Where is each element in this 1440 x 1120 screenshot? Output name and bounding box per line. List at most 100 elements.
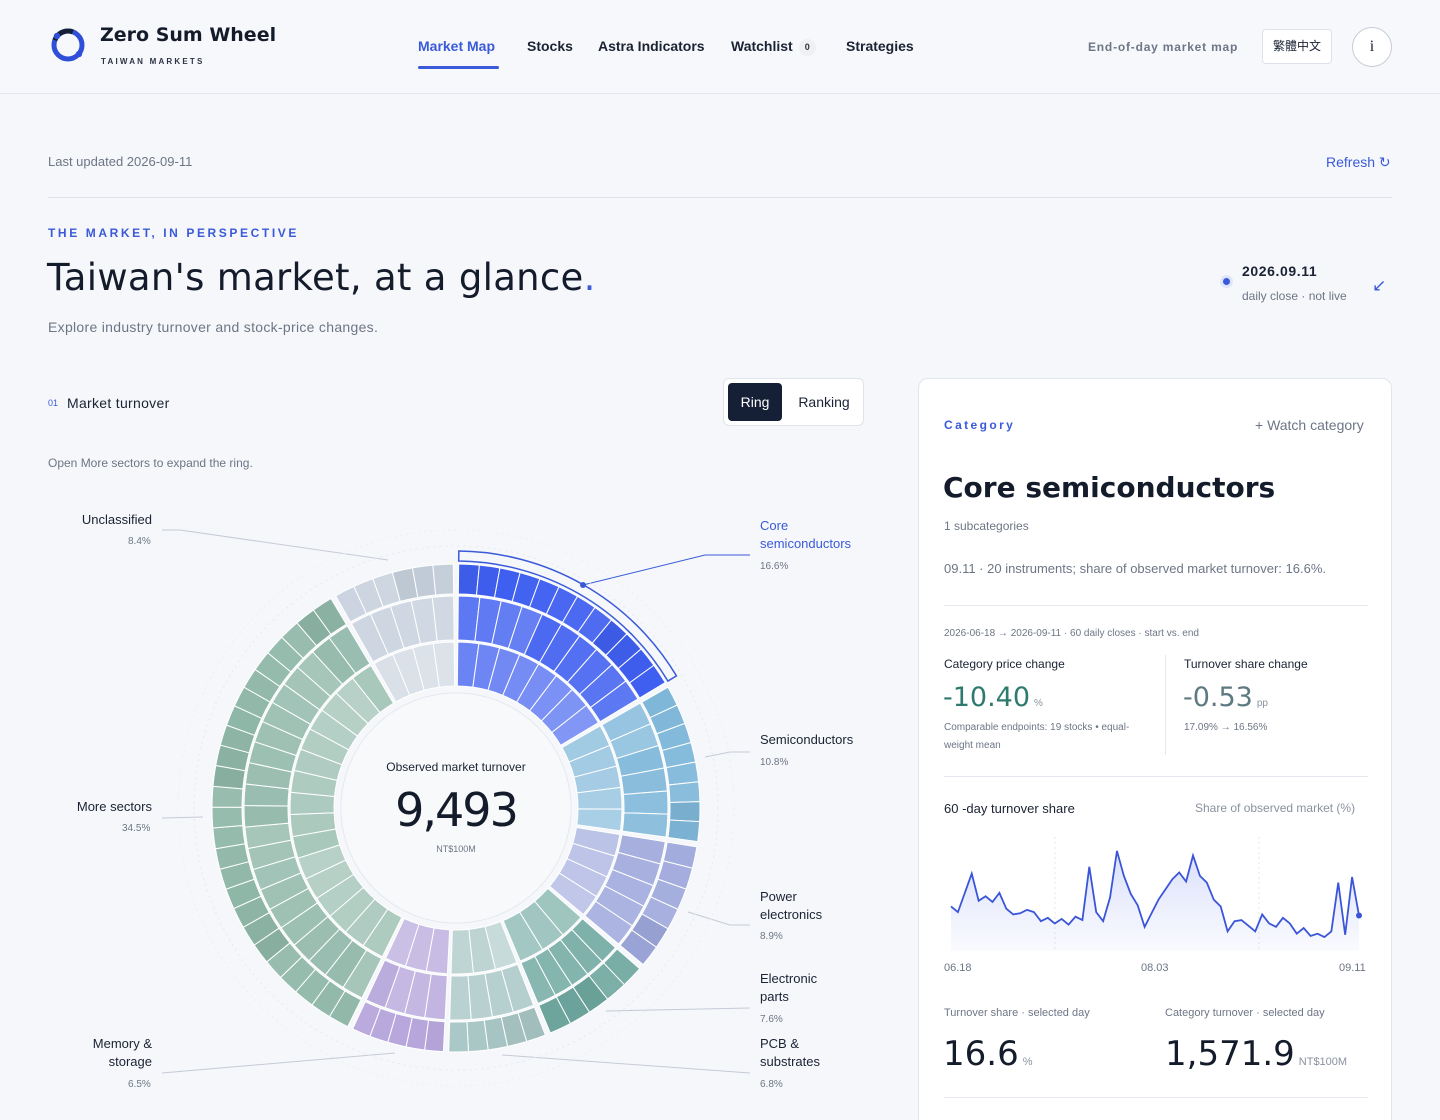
pct-electronic-parts: 7.6%	[760, 1014, 783, 1025]
last-updated-text: Last updated 2026-09-11	[48, 154, 193, 169]
ring-segment	[432, 641, 456, 688]
page-title-text: Taiwan's market, at a glance	[47, 256, 584, 299]
center-value: 9,493	[395, 783, 517, 837]
ring-segment	[466, 1019, 489, 1053]
ring-segment	[384, 917, 420, 967]
nav-watchlist-label: Watchlist	[731, 38, 793, 54]
price-change-label: Category price change	[944, 657, 1065, 671]
panel-subcategories: 1 subcategories	[944, 519, 1029, 533]
metric-divider	[1165, 655, 1166, 755]
selected-turnover-unit: NT$100M	[1298, 1056, 1348, 1068]
label-semiconductors[interactable]: Semiconductors	[760, 732, 854, 747]
x-tick-mid: 08.03	[1141, 962, 1169, 974]
section-number: 01	[48, 398, 59, 408]
ring-segment	[622, 790, 669, 815]
page-title-dot: .	[583, 256, 596, 299]
ring-segment	[628, 664, 666, 699]
label-unclassified[interactable]: Unclassified	[81, 512, 152, 527]
ring-segment	[669, 801, 701, 823]
panel-divider	[944, 1097, 1368, 1098]
spark-area	[951, 850, 1359, 951]
ring-segment	[328, 625, 371, 674]
info-button[interactable]: i	[1352, 27, 1392, 67]
toggle-ranking-button[interactable]: Ranking	[798, 394, 850, 410]
logo-ring-icon[interactable]	[48, 25, 88, 65]
ring-hint: Open More sectors to expand the ring.	[48, 456, 253, 470]
x-tick-end: 09.11	[1339, 962, 1366, 974]
spark-end-point	[1356, 912, 1362, 919]
ring-segment	[538, 996, 572, 1034]
panel-divider	[944, 776, 1368, 777]
share-change-number: -0.53	[1183, 682, 1253, 713]
label-pcb-substrates[interactable]: PCB & substrates	[760, 1036, 820, 1069]
spark-line	[950, 850, 1360, 939]
watch-category-button[interactable]: + Watch category	[1255, 417, 1364, 433]
ring-segment	[589, 680, 639, 723]
ring-segment	[520, 955, 557, 1005]
turnover-share-sparkline[interactable]	[949, 837, 1363, 951]
price-change-note: Comparable endpoints: 19 stocks • equal-…	[944, 722, 1130, 751]
ring-segment	[351, 664, 395, 714]
ring-segment	[619, 929, 658, 966]
share-change-note: 17.09% → 16.56%	[1184, 722, 1268, 733]
ring-segment	[448, 1021, 470, 1053]
ring-guide-circle	[177, 529, 735, 1087]
date-status-dot	[1223, 278, 1230, 285]
label-power-electronics[interactable]: Power electronics	[760, 889, 823, 922]
section-title: Market turnover	[67, 395, 170, 411]
share-change-label: Turnover share change	[1184, 657, 1308, 671]
ring-segment	[365, 959, 401, 1009]
pct-unclassified: 8.4%	[128, 536, 151, 547]
label-memory-storage[interactable]: Memory & storage	[92, 1036, 152, 1069]
pct-power-electronics: 8.9%	[760, 931, 783, 942]
ring-segment	[211, 806, 244, 829]
label-more-sectors[interactable]: More sectors	[76, 799, 152, 814]
ring-segment	[211, 785, 244, 808]
ring-segment	[449, 975, 472, 1021]
ring-segment	[431, 595, 455, 642]
view-toggle: Ring Ranking	[723, 378, 864, 426]
x-tick-start: 06.18	[944, 962, 972, 974]
collapse-arrow-icon[interactable]: ↙	[1372, 276, 1387, 295]
chart-legend: Share of observed market (%)	[1195, 801, 1356, 815]
ring-guides	[177, 529, 735, 1087]
toggle-ring-button[interactable]: Ring	[728, 383, 782, 421]
center-label: Observed market turnover	[386, 760, 525, 774]
center-unit: NT$100M	[436, 844, 476, 854]
selected-turnover-number: 1,571.9	[1165, 1034, 1295, 1074]
active-sector-outline	[457, 550, 678, 683]
label-electronic-parts[interactable]: Electronic parts	[760, 971, 818, 1004]
watchlist-count-badge: 0	[798, 38, 816, 56]
ring-segment	[457, 563, 480, 596]
page-title: Taiwan's market, at a glance.	[47, 256, 596, 299]
pct-core-semiconductors: 16.6%	[760, 561, 789, 572]
price-change-number: -10.40	[943, 682, 1031, 713]
chart-title: 60 -day turnover share	[944, 801, 1075, 816]
nav-market-map[interactable]: Market Map	[418, 38, 496, 54]
label-core-semiconductors[interactable]: Core semiconductors	[760, 518, 852, 551]
ring-segment	[551, 704, 600, 746]
page-subtitle: Explore industry turnover and stock-pric…	[48, 319, 379, 335]
selected-turnover-label: Category turnover · selected day	[1165, 1007, 1325, 1019]
ring-segment	[621, 812, 669, 838]
language-button[interactable]: 繁體中文	[1262, 29, 1332, 64]
panel-divider	[944, 605, 1368, 606]
pct-memory-storage: 6.5%	[128, 1079, 151, 1090]
panel-date-range: 2026-06-18 → 2026-09-11 · 60 daily close…	[944, 628, 1199, 639]
nav-strategies[interactable]: Strategies	[846, 38, 914, 54]
ring-center-disc	[340, 692, 572, 924]
refresh-button[interactable]: Refresh ↻	[1326, 154, 1391, 170]
ring-segment	[576, 808, 623, 832]
ring-segment	[351, 1001, 382, 1037]
top-header: Zero Sum Wheel TAIWAN MARKETS Market Map…	[0, 0, 1440, 94]
ring-segment	[667, 819, 701, 843]
category-panel: Category + Watch category Core semicondu…	[918, 378, 1392, 1120]
brand-name[interactable]: Zero Sum Wheel	[100, 24, 277, 46]
selected-share-label: Turnover share · selected day	[944, 1007, 1090, 1019]
selected-share-value: 16.6%	[943, 1034, 1032, 1074]
selected-share-number: 16.6	[943, 1034, 1019, 1074]
nav-stocks[interactable]: Stocks	[527, 38, 573, 54]
nav-watchlist[interactable]: Watchlist 0	[731, 38, 816, 56]
nav-astra-indicators[interactable]: Astra Indicators	[598, 38, 705, 54]
panel-title: Core semiconductors	[943, 471, 1276, 504]
